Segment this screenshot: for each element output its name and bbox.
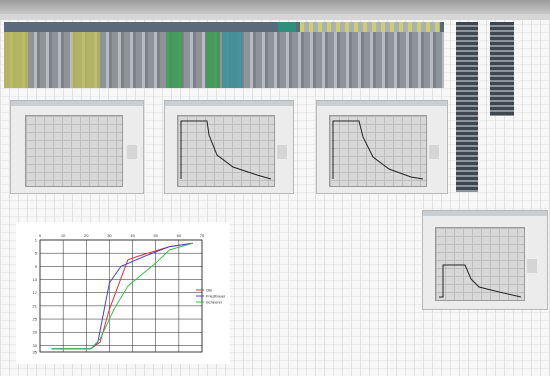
chart-panel-title bbox=[165, 101, 293, 106]
thumbnail-curve bbox=[439, 264, 522, 298]
chart-legend bbox=[277, 145, 287, 159]
plot-frame bbox=[39, 239, 203, 353]
y-tick-label: 29 bbox=[33, 330, 38, 335]
data-column-block[interactable] bbox=[456, 22, 478, 192]
column-header-highlight bbox=[278, 22, 296, 32]
legend-label: Scheerer bbox=[206, 300, 223, 305]
thumbnail-curve bbox=[180, 120, 272, 180]
chart-legend bbox=[527, 259, 537, 273]
x-tick-label: 50 bbox=[153, 233, 158, 238]
y-tick-label: 25 bbox=[33, 317, 38, 322]
chart-panel-title bbox=[317, 101, 447, 106]
x-tick-label: 0 bbox=[39, 233, 42, 238]
y-tick-label: 35 bbox=[33, 350, 38, 355]
column-band-yellow bbox=[4, 32, 28, 88]
x-tick-label: 10 bbox=[61, 233, 66, 238]
x-tick-label: 70 bbox=[200, 233, 205, 238]
x-tick-label: 20 bbox=[84, 233, 89, 238]
chart-plot-area bbox=[435, 227, 525, 301]
column-band-yellow bbox=[72, 32, 100, 88]
chart-panel-title bbox=[423, 211, 547, 216]
chart-panel[interactable] bbox=[422, 210, 548, 310]
series-line-scheerer bbox=[51, 242, 193, 350]
x-tick-label: 30 bbox=[107, 233, 112, 238]
x-tick-label: 40 bbox=[130, 233, 135, 238]
title-bar bbox=[0, 0, 550, 14]
chart-panel[interactable] bbox=[10, 100, 144, 194]
y-tick-label: 17 bbox=[33, 290, 38, 295]
thumbnail-curve bbox=[332, 120, 424, 180]
column-band-green bbox=[166, 32, 182, 88]
chart-panel-title bbox=[11, 101, 143, 106]
column-header-yellow-group bbox=[300, 22, 440, 32]
grading-curve-chart[interactable]: 0 10 20 30 40 50 60 70 1 5 9 13 17 21 25 29 33 35 OB Fried… bbox=[16, 222, 230, 364]
y-tick-label: 1 bbox=[35, 238, 38, 243]
y-tick-label: 9 bbox=[35, 264, 38, 269]
chart-legend bbox=[429, 145, 439, 159]
chart-plot-area bbox=[25, 115, 123, 187]
data-column-block[interactable] bbox=[490, 22, 514, 116]
chart-panel[interactable] bbox=[164, 100, 294, 194]
chart-legend bbox=[127, 145, 137, 159]
column-band-teal bbox=[222, 32, 242, 88]
x-tick-label: 60 bbox=[177, 233, 182, 238]
column-band-green bbox=[206, 32, 220, 88]
chart-plot-area bbox=[177, 115, 275, 187]
y-tick-label: 5 bbox=[35, 251, 38, 256]
column-header-row bbox=[4, 22, 444, 32]
y-tick-label: 21 bbox=[33, 303, 38, 308]
grading-curve-svg: 0 10 20 30 40 50 60 70 1 5 9 13 17 21 25 29 33 35 OBFried… bbox=[33, 233, 226, 355]
chart-panel[interactable] bbox=[316, 100, 448, 194]
chart-plot-area bbox=[329, 115, 427, 187]
legend-label: Friedbauer bbox=[206, 294, 226, 299]
legend-label: OB bbox=[206, 288, 212, 293]
toolbar bbox=[0, 14, 550, 20]
y-tick-label: 13 bbox=[33, 277, 38, 282]
y-tick-label: 33 bbox=[33, 343, 38, 348]
